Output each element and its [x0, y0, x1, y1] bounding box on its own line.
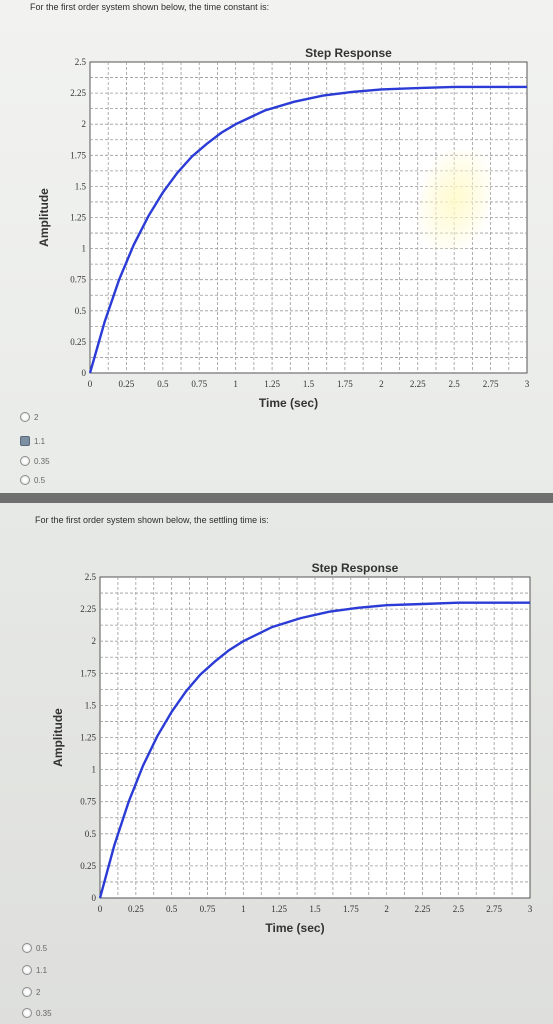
- y-tick-label: 0.75: [70, 275, 86, 285]
- x-tick-label: 2.25: [410, 379, 426, 389]
- radio-button[interactable]: [22, 943, 32, 953]
- y-tick-label: 0.75: [80, 797, 96, 807]
- step-response-chart-2: 0 0.25 0.5 0.75 1 1.25 1.5 1.75 2 2.25 2.5 2.75 3 0 0.…: [51, 561, 533, 935]
- x-tick-label: 2: [384, 904, 389, 914]
- x-tick-label: 3: [528, 904, 533, 914]
- y-tick-label: 1.75: [70, 150, 86, 160]
- x-tick-label: 1: [241, 904, 246, 914]
- question-2-panel: For the first order system shown below, …: [0, 503, 553, 1024]
- y-tick-label: 1.5: [75, 181, 87, 191]
- option-label: 0.35: [34, 456, 50, 466]
- radio-button[interactable]: [20, 412, 30, 422]
- y-tick-label: 1.25: [80, 733, 96, 743]
- option-2-d[interactable]: 0.35: [22, 1008, 52, 1018]
- x-tick-label: 2.25: [415, 904, 431, 914]
- y-tick-label: 2.5: [75, 57, 87, 67]
- option-1-c[interactable]: 0.35: [20, 456, 50, 466]
- screen-glare: [412, 150, 498, 250]
- y-axis-label: Amplitude: [37, 188, 51, 247]
- x-tick-label: 0.25: [119, 379, 135, 389]
- chart-title: Step Response: [305, 46, 392, 60]
- y-axis-label: Amplitude: [51, 708, 65, 767]
- x-tick-label: 1.25: [271, 904, 287, 914]
- option-label: 0.35: [36, 1008, 52, 1018]
- x-tick-label: 1: [233, 379, 238, 389]
- x-tick-label: 1.5: [309, 904, 321, 914]
- y-tick-label: 2.5: [85, 572, 97, 582]
- y-tick-label: 1: [92, 765, 97, 775]
- question-1-panel: For the first order system shown below, …: [0, 0, 553, 493]
- y-tick-label: 1: [82, 244, 87, 254]
- y-tick-label: 0.25: [80, 861, 96, 871]
- step-response-line: [88, 85, 527, 374]
- question-2-prompt: For the first order system shown below, …: [35, 515, 269, 525]
- y-tick-label: 2: [82, 119, 87, 129]
- chart-title: Step Response: [312, 561, 399, 575]
- x-axis-label: Time (sec): [265, 921, 324, 935]
- radio-button[interactable]: [22, 987, 32, 997]
- option-2-b[interactable]: 1.1: [22, 965, 47, 975]
- y-tick-label: 0.25: [70, 337, 86, 347]
- y-tick-label: 1.25: [70, 213, 86, 223]
- option-label: 0.5: [36, 943, 48, 953]
- x-tick-label: 1.5: [303, 379, 315, 389]
- radio-button[interactable]: [22, 965, 32, 975]
- option-label: 0.5: [34, 475, 46, 485]
- x-tick-label: 0.75: [191, 379, 207, 389]
- radio-button[interactable]: [22, 1008, 32, 1018]
- y-tick-label: 0: [92, 893, 97, 903]
- y-tick-label: 1.75: [80, 668, 96, 678]
- option-1-b[interactable]: 1.1: [20, 436, 45, 446]
- x-tick-label: 1.25: [264, 379, 280, 389]
- option-label: 1.1: [36, 965, 48, 975]
- radio-button-selected[interactable]: [20, 436, 30, 446]
- step-response-line: [98, 601, 530, 899]
- x-tick-label: 0.5: [157, 379, 169, 389]
- y-tick-label: 0: [82, 368, 87, 378]
- x-tick-label: 0.75: [200, 904, 216, 914]
- y-tick-label: 1.5: [85, 700, 97, 710]
- x-tick-label: 2.75: [486, 904, 502, 914]
- radio-button[interactable]: [20, 475, 30, 485]
- y-tick-label: 0.5: [75, 306, 87, 316]
- x-tick-label: 0: [88, 379, 93, 389]
- x-tick-label: 2.75: [483, 379, 499, 389]
- x-axis-label: Time (sec): [259, 396, 318, 410]
- question-1-prompt: For the first order system shown below, …: [30, 2, 270, 12]
- y-tick-label: 2.25: [70, 88, 86, 98]
- option-label: 2: [34, 412, 39, 422]
- option-2-a[interactable]: 0.5: [22, 943, 47, 953]
- x-tick-label: 2.5: [449, 379, 461, 389]
- grid-lines: [100, 577, 530, 898]
- x-tick-label: 3: [525, 379, 530, 389]
- grid-lines: [90, 62, 527, 373]
- x-tick-label: 2.5: [453, 904, 465, 914]
- x-tick-label: 1.75: [343, 904, 359, 914]
- step-response-chart-1: 0 0.25 0.5 0.75 1 1.25 1.5 1.75 2 2.25 2.5 2.75 3 0 0.…: [37, 46, 530, 410]
- option-2-c[interactable]: 2: [22, 987, 40, 997]
- x-tick-label: 1.75: [337, 379, 353, 389]
- x-tick-label: 0.25: [128, 904, 144, 914]
- option-label: 2: [36, 987, 41, 997]
- y-tick-label: 0.5: [85, 829, 97, 839]
- x-tick-label: 2: [379, 379, 384, 389]
- option-1-d[interactable]: 0.5: [20, 475, 45, 485]
- option-label: 1.1: [34, 436, 46, 446]
- option-1-a[interactable]: 2: [20, 412, 38, 422]
- y-tick-label: 2: [92, 636, 97, 646]
- y-tick-label: 2.25: [80, 604, 96, 614]
- x-tick-label: 0.5: [166, 904, 178, 914]
- radio-button[interactable]: [20, 456, 30, 466]
- x-tick-label: 0: [98, 904, 103, 914]
